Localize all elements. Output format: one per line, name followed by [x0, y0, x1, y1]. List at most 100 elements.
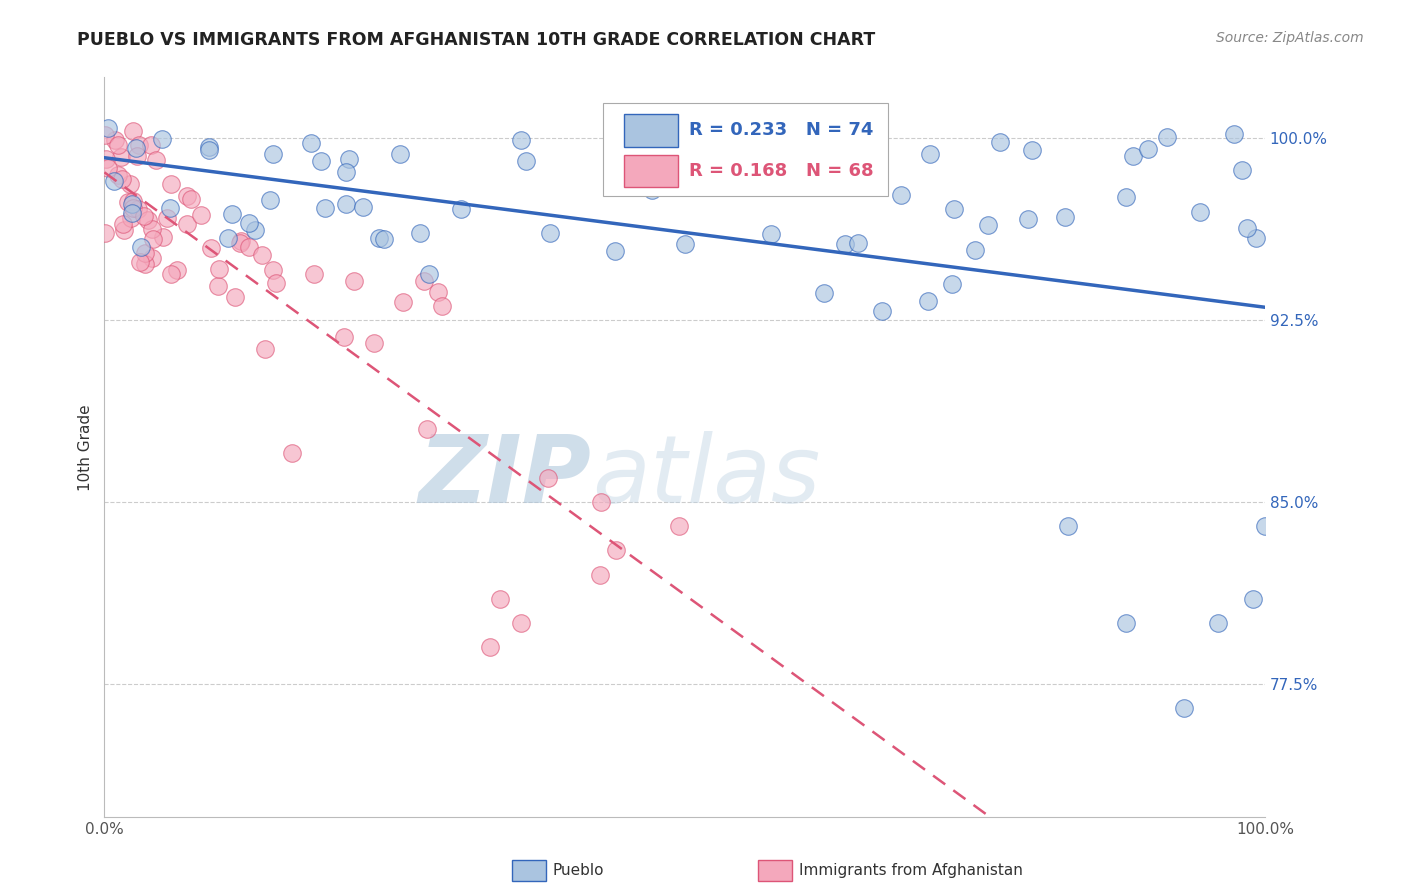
Point — [792, 178, 814, 193]
Point — [591, 495, 613, 509]
Text: R = 0.233   N = 74: R = 0.233 N = 74 — [689, 121, 873, 139]
Point — [302, 267, 325, 281]
Point — [373, 232, 395, 246]
Point — [353, 200, 375, 214]
Point — [125, 141, 148, 155]
Point — [152, 132, 174, 146]
Point — [160, 268, 183, 282]
Point — [122, 123, 145, 137]
Point — [190, 208, 212, 222]
Point — [110, 150, 132, 164]
Point — [478, 640, 501, 655]
Point — [121, 206, 143, 220]
Point — [197, 139, 219, 153]
Text: Immigrants from Afghanistan: Immigrants from Afghanistan — [799, 863, 1022, 878]
Point — [489, 591, 512, 606]
Point — [1173, 701, 1195, 715]
Point — [754, 177, 776, 191]
Point — [720, 148, 742, 162]
Point — [724, 172, 747, 186]
Point — [337, 152, 360, 166]
Point — [94, 153, 117, 167]
Point — [409, 226, 432, 240]
Point — [1054, 210, 1077, 224]
Point — [121, 202, 143, 216]
Point — [942, 202, 965, 216]
Point — [128, 254, 150, 268]
Point — [107, 169, 129, 183]
Point — [121, 194, 143, 208]
Point — [1244, 231, 1267, 245]
Point — [281, 446, 304, 460]
Point — [363, 336, 385, 351]
Point — [121, 197, 143, 211]
Point — [1021, 143, 1043, 157]
Point — [134, 257, 156, 271]
Point — [160, 178, 183, 192]
Point — [870, 303, 893, 318]
Point — [537, 470, 560, 484]
Point — [93, 128, 115, 142]
Point — [1208, 615, 1230, 630]
Point — [640, 183, 662, 197]
Point — [131, 239, 153, 253]
Point — [740, 163, 762, 178]
Text: R = 0.168   N = 68: R = 0.168 N = 68 — [689, 161, 875, 180]
Point — [120, 211, 142, 226]
Point — [1232, 163, 1254, 178]
Point — [426, 285, 449, 300]
Point — [673, 236, 696, 251]
Point — [264, 277, 287, 291]
Point — [813, 285, 835, 300]
Text: Source: ZipAtlas.com: Source: ZipAtlas.com — [1216, 31, 1364, 45]
Point — [125, 149, 148, 163]
Point — [619, 152, 641, 166]
Y-axis label: 10th Grade: 10th Grade — [79, 404, 93, 491]
Point — [217, 231, 239, 245]
Point — [509, 615, 531, 630]
Point — [200, 241, 222, 255]
Point — [231, 234, 253, 248]
Point — [208, 261, 231, 276]
Point — [221, 207, 243, 221]
Point — [243, 223, 266, 237]
Point — [104, 133, 127, 147]
Point — [1115, 615, 1137, 630]
Point — [299, 136, 322, 150]
Point — [367, 231, 389, 245]
Point — [668, 519, 690, 533]
Point — [136, 213, 159, 227]
Point — [1236, 220, 1258, 235]
Point — [589, 567, 612, 582]
Text: ZIP: ZIP — [419, 431, 592, 523]
FancyBboxPatch shape — [603, 103, 887, 195]
Point — [127, 202, 149, 217]
Point — [603, 244, 626, 259]
Point — [156, 211, 179, 226]
Point — [515, 153, 537, 168]
Point — [128, 137, 150, 152]
Point — [920, 146, 942, 161]
Point — [1241, 591, 1264, 606]
Point — [97, 120, 120, 135]
Point — [110, 171, 132, 186]
Point — [107, 138, 129, 153]
Point — [159, 201, 181, 215]
Point — [142, 232, 165, 246]
Point — [415, 422, 437, 436]
Point — [314, 201, 336, 215]
Point — [207, 279, 229, 293]
FancyBboxPatch shape — [624, 114, 678, 146]
Point — [176, 189, 198, 203]
Point — [132, 210, 155, 224]
Point — [262, 146, 284, 161]
Text: atlas: atlas — [592, 432, 820, 523]
Point — [120, 177, 142, 191]
Point — [389, 146, 412, 161]
Point — [198, 143, 221, 157]
Point — [166, 262, 188, 277]
Point — [1137, 142, 1160, 156]
Point — [117, 194, 139, 209]
Point — [134, 246, 156, 260]
Point — [335, 164, 357, 178]
